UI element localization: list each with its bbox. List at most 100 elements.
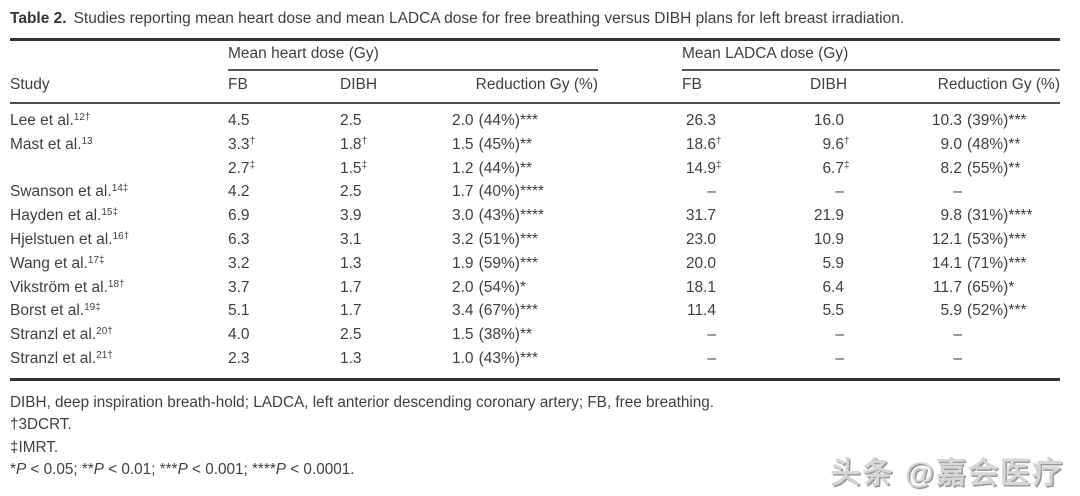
heart-dibh-value: 1.7	[340, 302, 362, 320]
column-gap	[598, 204, 682, 228]
ladca-fb-value: 18.6	[685, 135, 716, 153]
ladca-dibh-cell: 5.9	[810, 252, 928, 276]
heart-dibh-value: 1.8	[340, 135, 362, 153]
heart-reduction-significance: (43%)****	[478, 207, 545, 225]
column-gap	[598, 299, 682, 323]
heart-dibh-value: 2.5	[340, 183, 362, 201]
heart-reduction-significance: (44%)***	[478, 112, 539, 129]
ladca-reduction-cell: 10.3 (39%)***	[928, 109, 1060, 133]
heart-reduction-value: 3.2	[452, 230, 474, 248]
heart-fb-cell: 2.7‡	[228, 157, 340, 181]
ladca-dibh-technique-note: ‡	[844, 159, 850, 171]
ladca-reduction-value: –	[953, 326, 962, 344]
heart-fb-value: 4.2	[228, 183, 250, 201]
ladca-reduction-value: 9.0	[940, 135, 962, 153]
significance-segment: *P < 0.05;	[10, 461, 82, 478]
ladca-fb-value: –	[707, 326, 716, 344]
ladca-reduction-value: 9.8	[940, 207, 962, 225]
study-name: Hjelstuen et al.	[10, 230, 113, 248]
ladca-reduction-value: 11.7	[932, 278, 962, 296]
heart-fb-cell: 2.3	[228, 347, 340, 371]
data-table: Mean heart dose (Gy) Mean LADCA dose (Gy…	[10, 38, 1060, 381]
heart-dibh-cell: 2.5	[340, 180, 452, 204]
heart-reduction-value: 1.9	[452, 254, 474, 272]
table-row: Mast et al.13 3.3† 1.8† 1.5 (45%)** 18.6†…	[10, 133, 1060, 157]
heart-fb-value: 3.2	[228, 254, 250, 272]
table-row: Stranzl et al.20† 4.0 2.5 1.5 (38%)** – –…	[10, 323, 1060, 347]
ladca-fb-technique-note: †	[716, 135, 722, 147]
group-header-row: Mean heart dose (Gy) Mean LADCA dose (Gy…	[10, 41, 1060, 71]
abbreviation-footnote: DIBH, deep inspiration breath-hold; LADC…	[10, 393, 715, 411]
study-reference-superscript: 13	[81, 135, 93, 147]
ladca-fb-column-header: FB	[682, 76, 702, 93]
study-name: Mast et al.	[10, 135, 82, 153]
study-cell: Swanson et al.14‡	[10, 180, 228, 204]
heart-dibh-cell: 1.3	[340, 347, 452, 371]
ladca-dibh-cell: 10.9	[810, 228, 928, 252]
table-row: Borst et al.19‡ 5.1 1.7 3.4 (67%)*** 11.4…	[10, 299, 1060, 323]
column-gap	[598, 323, 682, 347]
ladca-reduction-significance: (71%)***	[967, 254, 1027, 272]
heart-dibh-value: 1.3	[340, 254, 362, 272]
table-row: Lee et al.12† 4.5 2.5 2.0 (44%)*** 26.3 1…	[10, 109, 1060, 133]
study-reference-superscript: 17‡	[87, 254, 105, 266]
heart-reduction-cell: 1.7 (40%)****	[452, 180, 598, 204]
ladca-reduction-value: 14.1	[931, 254, 962, 272]
heart-fb-technique-note: ‡	[249, 159, 256, 171]
ladca-dibh-value: 9.6	[822, 135, 844, 153]
ladca-dibh-value: 5.5	[822, 302, 844, 320]
study-cell: Vikström et al.18†	[10, 276, 228, 300]
heart-fb-cell: 3.3†	[228, 133, 340, 157]
toutiao-watermark: 头条 @嘉会医疗	[830, 457, 1064, 490]
ladca-fb-value: 11.4	[686, 302, 716, 320]
significance-threshold: < 0.01;	[103, 461, 160, 479]
ladca-fb-value: –	[707, 183, 716, 201]
heart-fb-cell: 3.7	[228, 276, 340, 300]
heart-dibh-value: 1.7	[340, 278, 362, 296]
ladca-dibh-value: 21.9	[813, 207, 844, 225]
ladca-dibh-value: –	[835, 349, 844, 367]
study-name: Stranzl et al.	[10, 349, 97, 367]
ladca-reduction-significance: (48%)**	[967, 135, 1021, 153]
ladca-fb-cell: –	[682, 347, 810, 371]
table-row: Hayden et al.15‡ 6.9 3.9 3.0 (43%)**** 31…	[10, 204, 1060, 228]
heart-fb-cell: 4.2	[228, 180, 340, 204]
ladca-dibh-value: 6.4	[822, 278, 844, 296]
study-name: Vikström et al.	[10, 278, 108, 296]
ladca-dibh-cell: 21.9	[810, 204, 928, 228]
table-body: Lee et al.12† 4.5 2.5 2.0 (44%)*** 26.3 1…	[10, 104, 1060, 378]
ladca-dibh-value: 16.0	[813, 112, 844, 129]
heart-dibh-value: 2.5	[340, 112, 362, 129]
study-reference-superscript: 21†	[96, 349, 113, 361]
ladca-fb-value: 26.3	[685, 112, 716, 129]
heart-reduction-cell: 1.9 (59%)***	[452, 252, 598, 276]
heart-reduction-column-header: Reduction Gy (%)	[475, 76, 598, 93]
ladca-fb-value: 20.0	[685, 254, 716, 272]
study-name: Hayden et al.	[10, 207, 102, 225]
ladca-reduction-cell: –	[928, 347, 1060, 371]
heart-dibh-cell: 1.8†	[340, 133, 452, 157]
significance-segment: ***P < 0.001;	[160, 461, 252, 478]
heart-dibh-value: 3.1	[340, 230, 362, 248]
ladca-reduction-value: 5.9	[940, 302, 962, 320]
heart-reduction-cell: 1.5 (45%)**	[452, 133, 598, 157]
table-top-rule	[10, 38, 1060, 41]
heart-fb-cell: 6.9	[228, 204, 340, 228]
ladca-reduction-cell: 12.1 (53%)***	[928, 228, 1060, 252]
ladca-reduction-significance: (65%)*	[967, 278, 1015, 296]
heart-fb-value: 2.7	[228, 159, 250, 177]
ladca-reduction-cell: 5.9 (52%)***	[928, 299, 1060, 323]
heart-reduction-significance: (54%)*	[478, 278, 526, 296]
table-row: Vikström et al.18† 3.7 1.7 2.0 (54%)* 18.…	[10, 276, 1060, 300]
p-symbol: P	[15, 461, 27, 479]
heart-dibh-value: 1.3	[340, 349, 362, 367]
heart-dibh-value: 1.5	[340, 159, 362, 177]
study-cell: Borst et al.19‡	[10, 299, 228, 323]
table-caption: Table 2. Studies reporting mean heart dos…	[10, 8, 1068, 29]
study-cell: Lee et al.12†	[10, 109, 228, 133]
ladca-fb-value: 18.1	[685, 278, 716, 296]
ladca-fb-technique-note: ‡	[716, 159, 722, 171]
heart-reduction-cell: 3.4 (67%)***	[452, 299, 598, 323]
heart-fb-value: 5.1	[228, 302, 250, 320]
p-symbol: P	[275, 461, 286, 479]
